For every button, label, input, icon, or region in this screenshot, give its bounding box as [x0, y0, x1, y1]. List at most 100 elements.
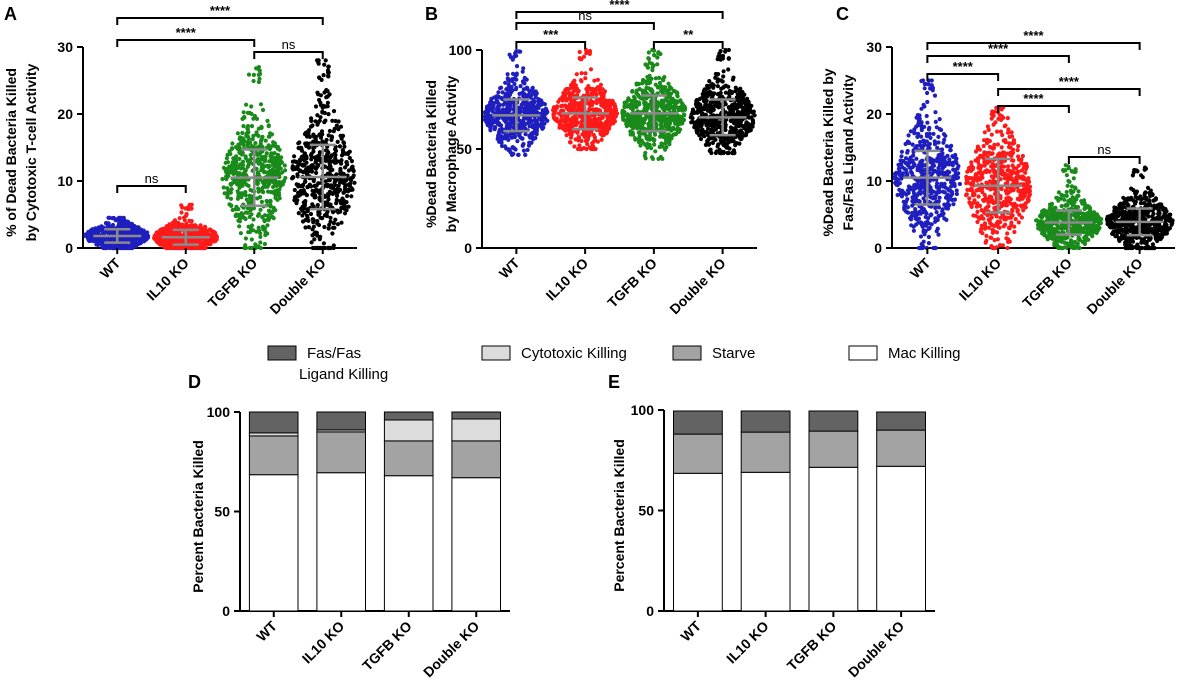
data-point: [708, 83, 712, 87]
data-point: [530, 87, 534, 91]
data-point: [246, 127, 250, 131]
data-point: [332, 109, 336, 113]
data-point: [1017, 220, 1021, 224]
data-point: [919, 135, 923, 139]
data-point: [236, 131, 240, 135]
data-point: [578, 50, 582, 54]
data-point: [242, 116, 246, 120]
panel-a-y-tick-label: 30: [57, 39, 73, 55]
panel-c-letter: C: [836, 4, 849, 24]
data-point: [212, 234, 216, 238]
data-point: [904, 156, 908, 160]
data-point: [226, 193, 230, 197]
data-point: [325, 214, 329, 218]
data-point: [267, 218, 271, 222]
data-point: [187, 219, 191, 223]
data-point: [659, 155, 663, 159]
data-point: [241, 124, 245, 128]
data-point: [956, 171, 960, 175]
data-point: [931, 88, 935, 92]
data-point: [669, 86, 673, 90]
data-point: [507, 121, 511, 125]
data-point: [554, 118, 558, 122]
data-point: [569, 136, 573, 140]
data-point: [188, 224, 192, 228]
data-point: [226, 160, 230, 164]
data-point: [493, 127, 497, 131]
data-point: [728, 129, 732, 133]
data-point: [586, 84, 590, 88]
data-point: [926, 144, 930, 148]
data-point: [264, 139, 268, 143]
data-point: [258, 208, 262, 212]
data-point: [259, 102, 263, 106]
data-point: [561, 91, 565, 95]
data-point: [1000, 145, 1004, 149]
data-point: [177, 246, 181, 250]
significance-label: ****: [176, 25, 197, 40]
data-point: [679, 107, 683, 111]
data-point: [236, 189, 240, 193]
panel-b-ylabel-line2: by Macrophage Activity: [443, 75, 459, 232]
data-point: [569, 106, 573, 110]
data-point: [277, 193, 281, 197]
data-point: [243, 180, 247, 184]
data-point: [160, 242, 164, 246]
data-point: [927, 82, 931, 86]
panel-a-y-tick-label: 20: [57, 106, 73, 122]
data-point: [625, 124, 629, 128]
data-point: [317, 223, 321, 227]
data-point: [585, 133, 589, 137]
data-point: [346, 183, 350, 187]
data-point: [504, 116, 508, 120]
data-point: [515, 72, 519, 76]
panel-c-y-tick-label: 30: [866, 39, 882, 55]
data-point: [495, 99, 499, 103]
data-point: [655, 105, 659, 109]
data-point: [501, 103, 505, 107]
data-point: [933, 94, 937, 98]
data-point: [719, 138, 723, 142]
data-point: [589, 67, 593, 71]
data-point: [326, 104, 330, 108]
data-point: [261, 108, 265, 112]
data-point: [949, 148, 953, 152]
data-point: [924, 215, 928, 219]
data-point: [163, 229, 167, 233]
data-point: [229, 183, 233, 187]
data-point: [585, 90, 589, 94]
data-point: [244, 210, 248, 214]
data-point: [276, 172, 280, 176]
data-point: [312, 179, 316, 183]
data-point: [244, 217, 248, 221]
data-point: [252, 73, 256, 77]
data-point: [301, 154, 305, 158]
data-point: [728, 89, 732, 93]
data-point: [352, 181, 356, 185]
panel-b-x-tick-label: Double KO: [666, 255, 729, 318]
data-point: [320, 110, 324, 114]
data-point: [647, 57, 651, 61]
data-point: [937, 199, 941, 203]
data-point: [933, 206, 937, 210]
data-point: [648, 102, 652, 106]
data-point: [326, 74, 330, 78]
data-point: [646, 78, 650, 82]
significance-label: ****: [210, 3, 231, 18]
data-point: [495, 94, 499, 98]
data-point: [258, 235, 262, 239]
data-point: [931, 132, 935, 136]
data-point: [126, 220, 130, 224]
data-point: [596, 78, 600, 82]
data-point: [634, 105, 638, 109]
data-point: [569, 83, 573, 87]
data-point: [226, 174, 230, 178]
data-point: [250, 124, 254, 128]
bracket-line: [516, 12, 722, 19]
data-point: [245, 144, 249, 148]
data-point: [927, 127, 931, 131]
data-point: [892, 176, 896, 180]
data-point: [736, 110, 740, 114]
data-point: [483, 115, 487, 119]
